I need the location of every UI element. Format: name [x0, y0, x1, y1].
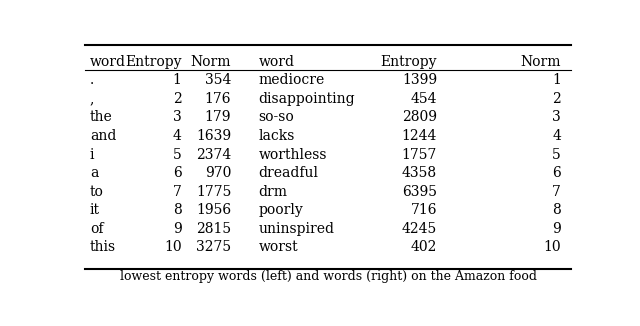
Text: 2374: 2374: [196, 148, 231, 162]
Text: 4: 4: [552, 129, 561, 143]
Text: 10: 10: [164, 241, 182, 255]
Text: 1244: 1244: [402, 129, 437, 143]
Text: word: word: [259, 55, 294, 69]
Text: Entropy: Entropy: [381, 55, 437, 69]
Text: 454: 454: [411, 92, 437, 106]
Text: 1956: 1956: [196, 203, 231, 217]
Text: 4245: 4245: [402, 222, 437, 236]
Text: dreadful: dreadful: [259, 166, 319, 180]
Text: drm: drm: [259, 185, 287, 199]
Text: 1757: 1757: [402, 148, 437, 162]
Text: 5: 5: [173, 148, 182, 162]
Text: mediocre: mediocre: [259, 73, 325, 87]
Text: it: it: [90, 203, 100, 217]
Text: uninspired: uninspired: [259, 222, 335, 236]
Text: 6: 6: [552, 166, 561, 180]
Text: and: and: [90, 129, 116, 143]
Text: 4358: 4358: [402, 166, 437, 180]
Text: 7: 7: [552, 185, 561, 199]
Text: 179: 179: [205, 111, 231, 125]
Text: Norm: Norm: [520, 55, 561, 69]
Text: to: to: [90, 185, 104, 199]
Text: worthless: worthless: [259, 148, 327, 162]
Text: word: word: [90, 55, 126, 69]
Text: a: a: [90, 166, 99, 180]
Text: 9: 9: [552, 222, 561, 236]
Text: 2815: 2815: [196, 222, 231, 236]
Text: 1399: 1399: [402, 73, 437, 87]
Text: lowest entropy words (left) and words (right) on the Amazon food: lowest entropy words (left) and words (r…: [120, 270, 536, 283]
Text: 2: 2: [173, 92, 182, 106]
Text: poorly: poorly: [259, 203, 303, 217]
Text: this: this: [90, 241, 116, 255]
Text: 176: 176: [205, 92, 231, 106]
Text: so-so: so-so: [259, 111, 294, 125]
Text: 6: 6: [173, 166, 182, 180]
Text: of: of: [90, 222, 104, 236]
Text: 2: 2: [552, 92, 561, 106]
Text: .: .: [90, 73, 94, 87]
Text: 1639: 1639: [196, 129, 231, 143]
Text: 970: 970: [205, 166, 231, 180]
Text: 2809: 2809: [402, 111, 437, 125]
Text: 6395: 6395: [402, 185, 437, 199]
Text: ,: ,: [90, 92, 94, 106]
Text: 1: 1: [552, 73, 561, 87]
Text: 716: 716: [411, 203, 437, 217]
Text: 8: 8: [173, 203, 182, 217]
Text: lacks: lacks: [259, 129, 295, 143]
Text: i: i: [90, 148, 95, 162]
Text: the: the: [90, 111, 113, 125]
Text: 1: 1: [173, 73, 182, 87]
Text: worst: worst: [259, 241, 298, 255]
Text: 1775: 1775: [196, 185, 231, 199]
Text: 3275: 3275: [196, 241, 231, 255]
Text: 3: 3: [552, 111, 561, 125]
Text: disappointing: disappointing: [259, 92, 355, 106]
Text: 9: 9: [173, 222, 182, 236]
Text: 3: 3: [173, 111, 182, 125]
Text: 8: 8: [552, 203, 561, 217]
Text: Norm: Norm: [191, 55, 231, 69]
Text: 402: 402: [411, 241, 437, 255]
Text: 4: 4: [173, 129, 182, 143]
Text: 10: 10: [543, 241, 561, 255]
Text: 354: 354: [205, 73, 231, 87]
Text: 5: 5: [552, 148, 561, 162]
Text: Entropy: Entropy: [125, 55, 182, 69]
Text: 7: 7: [173, 185, 182, 199]
